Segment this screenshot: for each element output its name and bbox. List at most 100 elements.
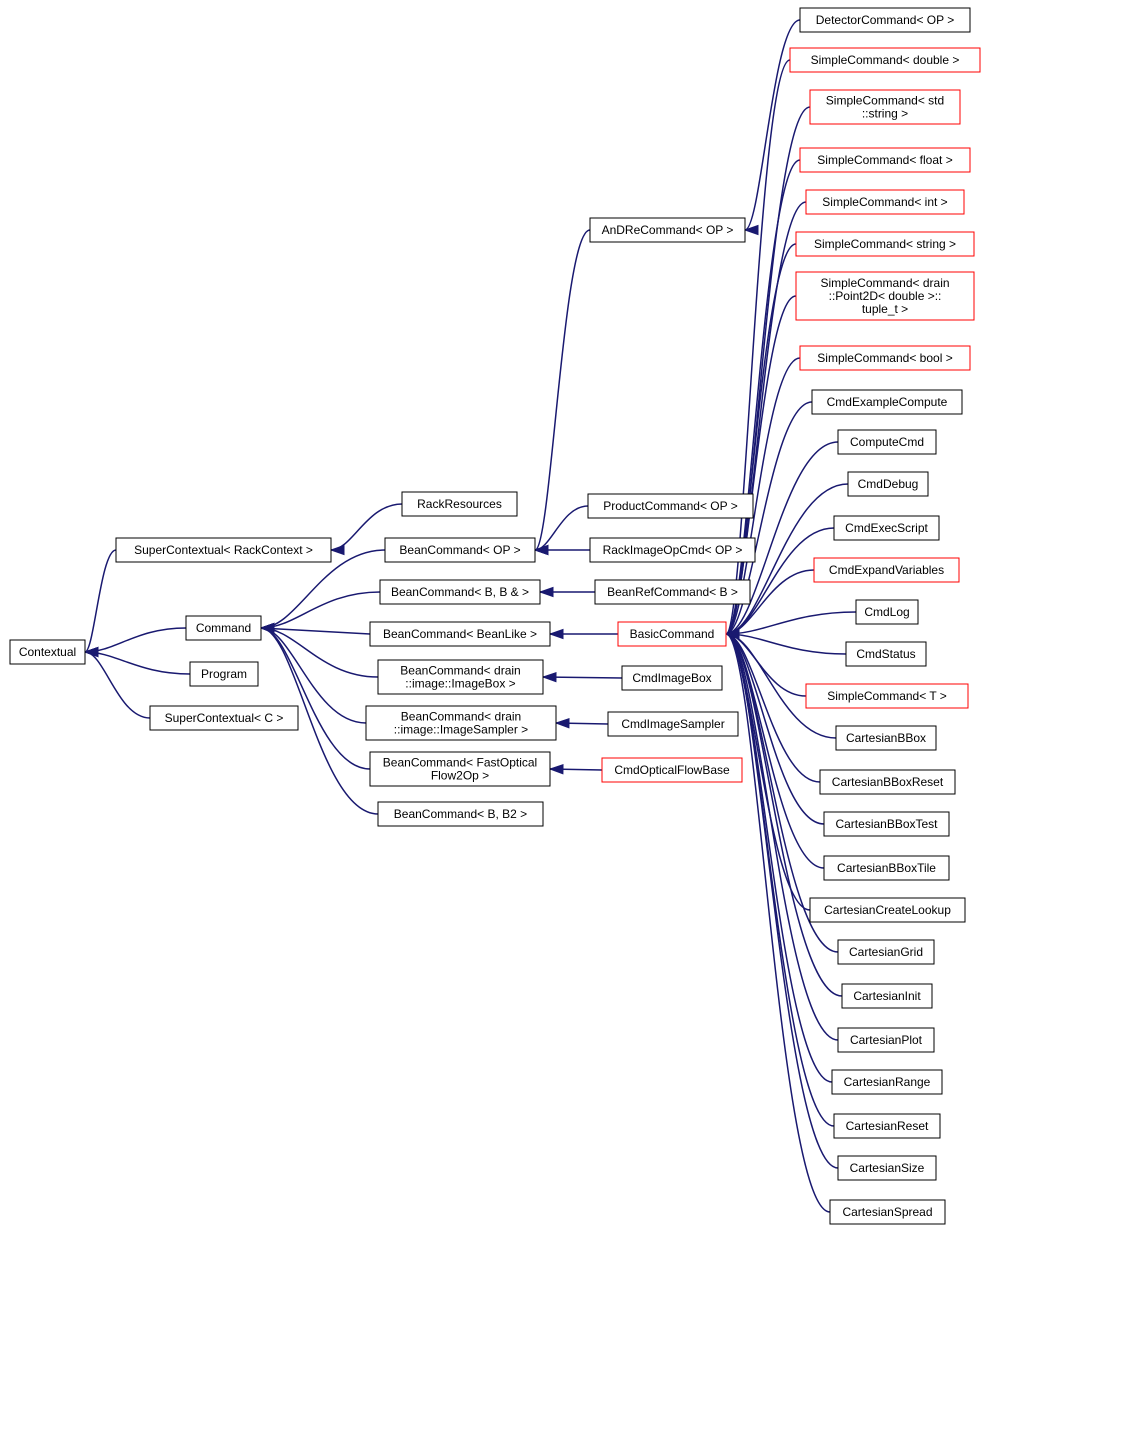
class-node-label: CartesianBBox — [846, 731, 926, 745]
inheritance-edge — [535, 230, 590, 550]
inheritance-edge — [543, 677, 622, 678]
class-node[interactable]: CmdExampleCompute — [812, 390, 962, 414]
class-node[interactable]: SimpleCommand< T > — [806, 684, 968, 708]
class-node[interactable]: CartesianReset — [834, 1114, 940, 1138]
class-node[interactable]: SimpleCommand< drain::Point2D< double >:… — [796, 272, 974, 320]
class-node-label: BeanCommand< FastOptical — [383, 756, 537, 770]
class-node[interactable]: BasicCommand — [618, 622, 726, 646]
class-node[interactable]: CmdOpticalFlowBase — [602, 758, 742, 782]
class-node[interactable]: CartesianBBoxTile — [824, 856, 949, 880]
class-node-label: SimpleCommand< bool > — [817, 351, 952, 365]
class-node[interactable]: BeanCommand< drain::image::ImageSampler … — [366, 706, 556, 740]
inheritance-edge — [85, 652, 150, 718]
class-node-label: ::Point2D< double >:: — [829, 289, 942, 303]
class-node[interactable]: CartesianSize — [838, 1156, 936, 1180]
class-node[interactable]: CartesianPlot — [838, 1028, 934, 1052]
class-node[interactable]: CmdExecScript — [834, 516, 939, 540]
class-node-label: Program — [201, 667, 247, 681]
class-node-label: CartesianGrid — [849, 945, 923, 959]
class-node-label: ::image::ImageSampler > — [394, 723, 528, 737]
class-node[interactable]: RackImageOpCmd< OP > — [590, 538, 755, 562]
class-node[interactable]: CartesianSpread — [830, 1200, 945, 1224]
class-node-label: CartesianCreateLookup — [824, 903, 951, 917]
class-node-label: CartesianReset — [846, 1119, 929, 1133]
class-node[interactable]: CmdDebug — [848, 472, 928, 496]
class-node[interactable]: BeanCommand< drain::image::ImageBox > — [378, 660, 543, 694]
inheritance-edge — [85, 550, 116, 652]
class-node-label: CmdExecScript — [845, 521, 928, 535]
class-node-label: SimpleCommand< string > — [814, 237, 956, 251]
class-node-label: RackImageOpCmd< OP > — [603, 543, 743, 557]
class-node-label: CmdExampleCompute — [827, 395, 948, 409]
inheritance-edge — [85, 628, 186, 652]
class-node[interactable]: CartesianBBoxReset — [820, 770, 955, 794]
inheritance-edge — [556, 723, 608, 724]
class-node[interactable]: SimpleCommand< float > — [800, 148, 970, 172]
class-node[interactable]: BeanCommand< FastOpticalFlow2Op > — [370, 752, 550, 786]
class-node[interactable]: CartesianCreateLookup — [810, 898, 965, 922]
class-node-label: CartesianBBoxReset — [832, 775, 944, 789]
class-node[interactable]: AnDReCommand< OP > — [590, 218, 745, 242]
class-node[interactable]: SimpleCommand< double > — [790, 48, 980, 72]
class-node-label: CartesianSpread — [842, 1205, 932, 1219]
class-node[interactable]: BeanCommand< B, B & > — [380, 580, 540, 604]
inheritance-edge — [550, 769, 602, 770]
class-node[interactable]: CartesianBBoxTest — [824, 812, 949, 836]
class-node[interactable]: SimpleCommand< bool > — [800, 346, 970, 370]
class-node-label: SimpleCommand< std — [826, 94, 944, 108]
inheritance-edge — [261, 628, 378, 677]
class-node-label: BeanCommand< B, B & > — [391, 585, 529, 599]
class-node[interactable]: DetectorCommand< OP > — [800, 8, 970, 32]
class-node-label: BeanCommand< BeanLike > — [383, 627, 537, 641]
class-node-label: Command — [196, 621, 251, 635]
class-node[interactable]: CartesianGrid — [838, 940, 934, 964]
class-node-label: SimpleCommand< drain — [820, 276, 949, 290]
class-node-label: ComputeCmd — [850, 435, 924, 449]
class-node-label: BasicCommand — [630, 627, 715, 641]
class-node-label: CmdDebug — [858, 477, 919, 491]
class-node-label: CmdStatus — [856, 647, 915, 661]
class-node-label: SimpleCommand< double > — [811, 53, 960, 67]
class-node-label: BeanCommand< drain — [400, 664, 520, 678]
class-node[interactable]: CartesianInit — [842, 984, 932, 1008]
class-node-label: CmdImageBox — [632, 671, 711, 685]
class-node-label: SimpleCommand< T > — [827, 689, 947, 703]
class-node[interactable]: SimpleCommand< string > — [796, 232, 974, 256]
class-node[interactable]: Program — [190, 662, 258, 686]
class-node[interactable]: Command — [186, 616, 261, 640]
class-node[interactable]: BeanCommand< OP > — [385, 538, 535, 562]
class-node[interactable]: SuperContextual< C > — [150, 706, 298, 730]
class-node[interactable]: BeanRefCommand< B > — [595, 580, 750, 604]
class-node-label: ::image::ImageBox > — [405, 677, 515, 691]
class-node[interactable]: BeanCommand< B, B2 > — [378, 802, 543, 826]
class-node[interactable]: CartesianBBox — [836, 726, 936, 750]
class-node-label: Flow2Op > — [431, 769, 489, 783]
class-node-label: SimpleCommand< int > — [822, 195, 947, 209]
inheritance-edge — [85, 652, 190, 674]
class-node-label: CmdLog — [864, 605, 909, 619]
class-node-label: BeanCommand< OP > — [399, 543, 520, 557]
class-node-label: tuple_t > — [862, 302, 908, 316]
class-node-label: CartesianPlot — [850, 1033, 923, 1047]
class-node-label: CartesianSize — [850, 1161, 925, 1175]
class-node-label: CartesianRange — [844, 1075, 931, 1089]
class-node[interactable]: SimpleCommand< std::string > — [810, 90, 960, 124]
class-node[interactable]: Contextual — [10, 640, 85, 664]
class-node[interactable]: BeanCommand< BeanLike > — [370, 622, 550, 646]
class-node[interactable]: ProductCommand< OP > — [588, 494, 753, 518]
class-node[interactable]: ComputeCmd — [838, 430, 936, 454]
class-node[interactable]: SuperContextual< RackContext > — [116, 538, 331, 562]
class-node[interactable]: CmdStatus — [846, 642, 926, 666]
class-node-label: SuperContextual< RackContext > — [134, 543, 313, 557]
class-node-label: CmdImageSampler — [621, 717, 724, 731]
class-node-label: AnDReCommand< OP > — [602, 223, 734, 237]
class-node[interactable]: CmdImageBox — [622, 666, 722, 690]
class-node[interactable]: RackResources — [402, 492, 517, 516]
class-node[interactable]: CartesianRange — [832, 1070, 942, 1094]
inheritance-diagram: Contextual SuperContextual< RackContext >… — [0, 0, 1148, 1451]
class-node[interactable]: CmdExpandVariables — [814, 558, 959, 582]
class-node[interactable]: CmdImageSampler — [608, 712, 738, 736]
class-node[interactable]: SimpleCommand< int > — [806, 190, 964, 214]
inheritance-edge — [261, 628, 370, 769]
class-node[interactable]: CmdLog — [856, 600, 918, 624]
